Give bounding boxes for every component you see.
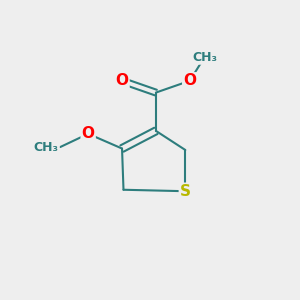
Text: S: S [180, 184, 191, 199]
Text: O: O [116, 73, 128, 88]
Text: CH₃: CH₃ [192, 51, 217, 64]
Text: O: O [82, 126, 95, 141]
Text: O: O [183, 73, 196, 88]
Text: CH₃: CH₃ [34, 141, 59, 154]
